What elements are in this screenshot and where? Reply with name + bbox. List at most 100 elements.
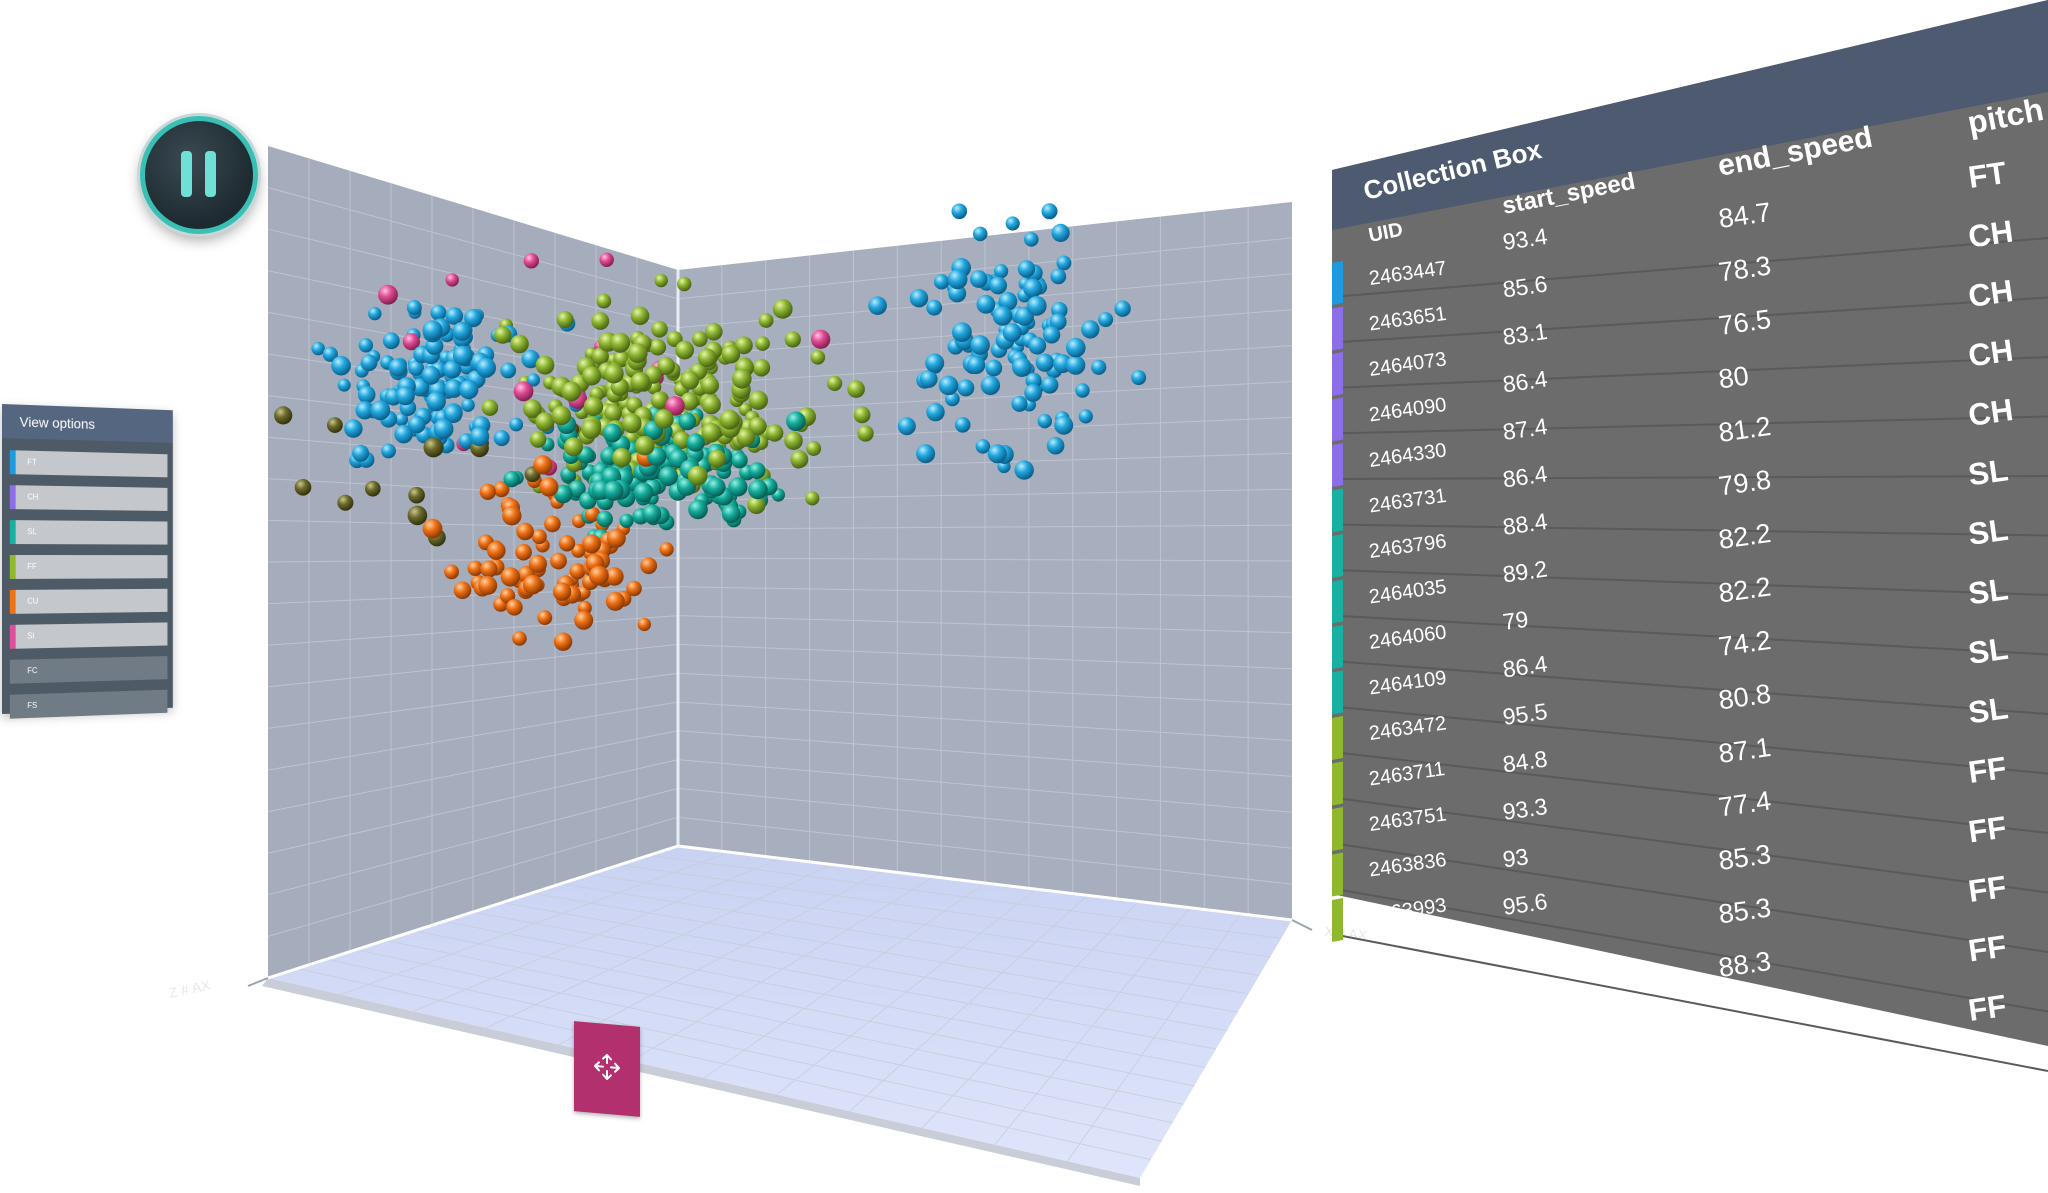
- data-point-ft[interactable]: [459, 380, 479, 400]
- data-point-ft[interactable]: [344, 419, 363, 438]
- data-point-ff[interactable]: [651, 321, 668, 338]
- data-point-sl[interactable]: [728, 477, 748, 497]
- data-point-ff[interactable]: [613, 350, 630, 368]
- data-point-ft[interactable]: [897, 417, 916, 436]
- data-point-ft[interactable]: [1081, 320, 1100, 339]
- data-point-ft[interactable]: [1075, 383, 1090, 398]
- data-point-ft[interactable]: [972, 226, 988, 242]
- data-point-ft[interactable]: [408, 360, 424, 376]
- data-point-ff[interactable]: [630, 306, 650, 326]
- data-point-sl[interactable]: [721, 504, 741, 524]
- data-point-ft[interactable]: [500, 362, 517, 379]
- data-point-cu[interactable]: [582, 534, 601, 554]
- data-point-si[interactable]: [445, 273, 459, 287]
- data-point-ff[interactable]: [591, 312, 610, 330]
- data-point-si[interactable]: [599, 252, 614, 267]
- data-point-ff[interactable]: [582, 366, 602, 386]
- data-point-ft[interactable]: [493, 430, 510, 447]
- data-point-si[interactable]: [378, 284, 398, 305]
- data-point-ft[interactable]: [521, 349, 540, 369]
- data-point-ft[interactable]: [934, 274, 950, 290]
- data-point-ft[interactable]: [1002, 323, 1022, 342]
- data-point-ft[interactable]: [1049, 313, 1067, 331]
- data-point-cu[interactable]: [478, 576, 498, 595]
- data-point-ff[interactable]: [784, 331, 801, 348]
- data-point-ft[interactable]: [926, 402, 945, 422]
- data-point-ft[interactable]: [452, 321, 472, 341]
- data-point-ft[interactable]: [1024, 232, 1039, 247]
- data-point-ff[interactable]: [752, 358, 771, 377]
- data-point-cu[interactable]: [487, 541, 506, 560]
- data-point-ft[interactable]: [445, 307, 464, 325]
- data-point-cu[interactable]: [533, 455, 553, 475]
- data-point-cu[interactable]: [512, 631, 527, 646]
- data-point-cu[interactable]: [500, 567, 521, 587]
- data-point-ff[interactable]: [772, 299, 793, 319]
- data-point-cu[interactable]: [515, 543, 532, 561]
- data-point-ft[interactable]: [394, 412, 409, 426]
- data-point-sl[interactable]: [596, 510, 613, 528]
- data-point-ft[interactable]: [381, 443, 396, 459]
- data-point-ff[interactable]: [561, 381, 582, 402]
- data-point-ft[interactable]: [916, 444, 936, 464]
- data-point-sl[interactable]: [678, 412, 697, 431]
- data-point-ft[interactable]: [975, 439, 991, 454]
- data-point-ft[interactable]: [938, 375, 959, 396]
- collection-row[interactable]: 2463472 95.587.1 FF: [1331, 698, 2048, 834]
- data-point-ft[interactable]: [985, 359, 1003, 377]
- data-point-ft[interactable]: [357, 385, 376, 404]
- data-point-cu[interactable]: [640, 557, 658, 575]
- data-point-ft[interactable]: [1035, 353, 1054, 372]
- data-point-cu[interactable]: [550, 552, 567, 570]
- data-point-cu[interactable]: [626, 580, 642, 597]
- data-point-ff[interactable]: [680, 392, 699, 411]
- data-point-ft[interactable]: [1091, 359, 1107, 375]
- data-point-ff[interactable]: [747, 495, 766, 515]
- data-point-ff[interactable]: [510, 334, 529, 354]
- data-point-cu[interactable]: [569, 563, 586, 580]
- data-point-ff[interactable]: [735, 336, 753, 355]
- data-point-ft[interactable]: [452, 345, 473, 366]
- data-point-ff[interactable]: [732, 369, 752, 389]
- data-point-ft[interactable]: [909, 289, 929, 308]
- data-point-ft[interactable]: [433, 418, 454, 439]
- data-point-ft[interactable]: [919, 370, 938, 388]
- data-point-ft[interactable]: [395, 386, 415, 406]
- data-point-ft[interactable]: [322, 346, 338, 362]
- data-point-sl[interactable]: [688, 499, 708, 520]
- data-point-ft[interactable]: [1066, 337, 1086, 358]
- data-point-ff[interactable]: [675, 340, 694, 360]
- data-point-ff[interactable]: [784, 431, 803, 451]
- data-point-ft[interactable]: [952, 322, 972, 342]
- data-point-ff[interactable]: [827, 375, 843, 391]
- data-point-ff[interactable]: [622, 413, 642, 434]
- data-point-ff[interactable]: [755, 336, 770, 351]
- data-point-ff[interactable]: [535, 355, 555, 375]
- data-point-other[interactable]: [365, 480, 381, 497]
- data-point-ff[interactable]: [523, 399, 542, 419]
- data-point-ft[interactable]: [444, 379, 464, 398]
- data-point-ft[interactable]: [526, 373, 541, 387]
- data-point-ff[interactable]: [708, 449, 727, 468]
- data-point-ft[interactable]: [464, 309, 483, 328]
- data-point-ff[interactable]: [657, 357, 676, 375]
- data-point-sl[interactable]: [553, 484, 573, 504]
- data-point-ft[interactable]: [1028, 336, 1047, 355]
- data-point-ft[interactable]: [1005, 216, 1020, 231]
- data-point-ft[interactable]: [368, 306, 382, 321]
- data-point-ft[interactable]: [951, 203, 968, 220]
- data-point-other[interactable]: [294, 479, 312, 496]
- data-point-cu[interactable]: [516, 522, 534, 541]
- data-point-ft[interactable]: [1054, 415, 1074, 435]
- data-point-ff[interactable]: [680, 370, 700, 390]
- data-point-ff[interactable]: [721, 344, 741, 364]
- data-point-ft[interactable]: [355, 401, 374, 420]
- data-point-ft[interactable]: [1046, 436, 1065, 455]
- data-point-ft[interactable]: [948, 284, 967, 303]
- data-point-ft[interactable]: [926, 299, 943, 316]
- data-point-ff[interactable]: [627, 343, 648, 363]
- data-point-ff[interactable]: [701, 395, 721, 415]
